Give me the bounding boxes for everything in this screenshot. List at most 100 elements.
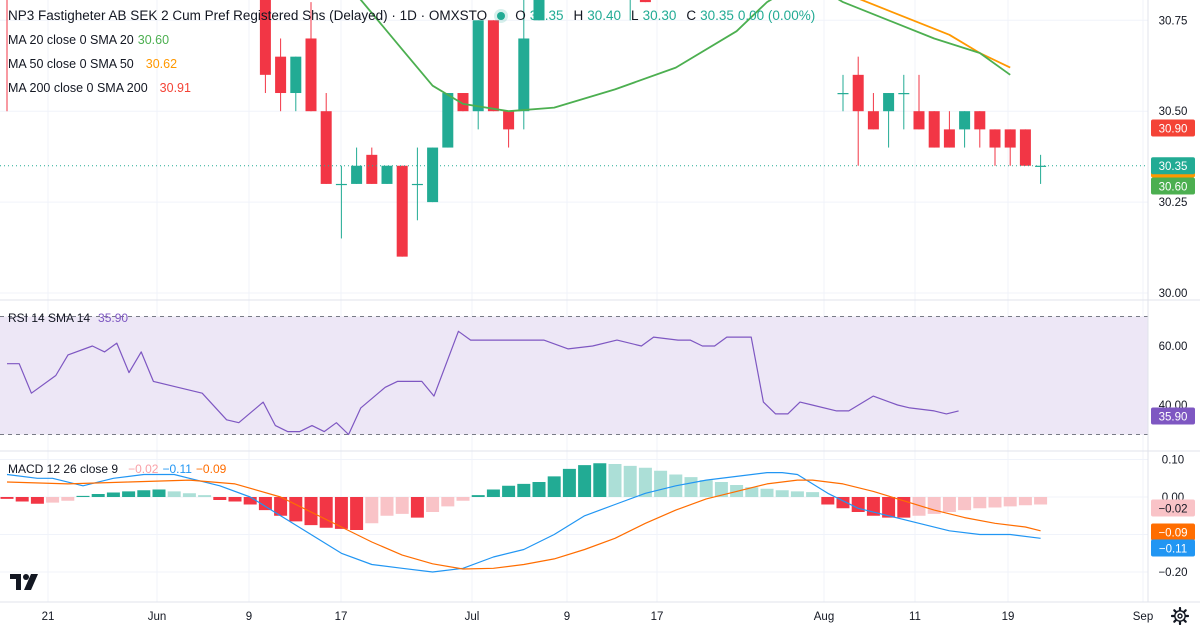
candle-body-34 bbox=[518, 38, 530, 112]
macd-hist-bar-0 bbox=[0, 497, 14, 499]
macd-hist-bar-68 bbox=[1034, 497, 1048, 505]
settings-gear-icon[interactable] bbox=[1171, 607, 1189, 625]
macd-signal-value: −0.09 bbox=[195, 462, 227, 476]
close-value: 30.35 bbox=[700, 8, 734, 23]
oscillator-lines bbox=[6, 330, 1041, 573]
candle-body-30 bbox=[457, 93, 469, 112]
macd-line-value: −0.11 bbox=[162, 462, 192, 476]
macd-hist-bar-39 bbox=[593, 463, 607, 497]
macd-hist-bar-64 bbox=[973, 497, 987, 509]
candle-body-59 bbox=[898, 93, 910, 95]
macd-hist-bar-16 bbox=[243, 497, 257, 505]
macd-hist-value: −0.02 bbox=[128, 462, 159, 476]
rsi-tick-1: 60.00 bbox=[1159, 341, 1188, 353]
candle-body-57 bbox=[867, 111, 879, 130]
macd-hist-bar-38 bbox=[578, 465, 592, 497]
ma200-label: MA 200 close 0 SMA 200 bbox=[8, 81, 148, 95]
legend-macd[interactable]: MACD 12 26 close 9 −0.02 −0.11 −0.09 bbox=[8, 462, 230, 476]
pane-separators bbox=[0, 0, 1200, 603]
macd-hist-bar-59 bbox=[897, 497, 911, 518]
macd-hist-bar-19 bbox=[289, 497, 303, 522]
open-label: O bbox=[515, 8, 526, 23]
candle-body-68 bbox=[1035, 165, 1047, 167]
legend-ma200[interactable]: MA 200 close 0 SMA 200 30.91 bbox=[8, 81, 195, 95]
x-tick-6: 17 bbox=[651, 611, 664, 623]
macd-hist-bar-47 bbox=[714, 482, 728, 497]
macd-hist-bar-2 bbox=[30, 497, 44, 504]
candle-body-21 bbox=[320, 111, 332, 184]
macd-hist-bar-9 bbox=[137, 490, 151, 497]
low-label: L bbox=[631, 8, 639, 23]
price-tag-last-bg bbox=[1151, 157, 1195, 175]
candle-body-66 bbox=[1004, 129, 1016, 148]
macd-hist-bar-62 bbox=[942, 497, 956, 512]
moving-average-lines bbox=[0, 0, 1148, 167]
macd-hist-bar-4 bbox=[61, 497, 75, 501]
candle-body-31 bbox=[472, 20, 484, 112]
open-value: 30.35 bbox=[529, 8, 564, 23]
macd-hist-bar-36 bbox=[547, 476, 561, 497]
price-tick-1: 30.25 bbox=[1159, 197, 1188, 209]
candle-body-19 bbox=[290, 56, 302, 94]
candle-body-22 bbox=[335, 183, 347, 186]
macd-hist-bar-55 bbox=[836, 497, 850, 509]
macd-hist-bar-5 bbox=[76, 495, 90, 497]
macd-hist-bar-8 bbox=[122, 491, 136, 497]
legend-ma20[interactable]: MA 20 close 0 SMA 20 30.60 bbox=[8, 33, 173, 47]
candle-body-60 bbox=[913, 111, 925, 130]
high-label: H bbox=[573, 8, 584, 23]
ma20-line bbox=[359, 0, 1011, 113]
legend-rsi[interactable]: RSI 14 SMA 14 35.90 bbox=[8, 311, 132, 325]
macd-hist-bar-53 bbox=[806, 492, 820, 497]
ma20-value: 30.60 bbox=[137, 33, 170, 47]
macd-hist-bar-7 bbox=[106, 492, 120, 497]
ma50-label: MA 50 close 0 SMA 50 bbox=[8, 57, 134, 71]
macd-hist-bar-15 bbox=[228, 497, 242, 502]
candle-body-28 bbox=[427, 147, 439, 203]
x-tick-4: Jul bbox=[465, 611, 480, 623]
candle-body-18 bbox=[275, 56, 287, 94]
macd-hist-bar-66 bbox=[1003, 497, 1017, 507]
macd-tag-macd: −0.11 bbox=[1159, 544, 1187, 556]
x-tick-0: 21 bbox=[42, 611, 55, 623]
macd-hist-bar-52 bbox=[790, 491, 804, 497]
x-tick-1: Jun bbox=[148, 611, 167, 623]
macd-hist-bar-11 bbox=[167, 491, 181, 497]
macd-hist-bar-6 bbox=[91, 494, 105, 497]
macd-hist-bar-26 bbox=[395, 497, 409, 514]
macd-hist-bar-51 bbox=[775, 490, 789, 497]
candle-body-55 bbox=[837, 93, 849, 95]
macd-hist-bar-65 bbox=[988, 497, 1002, 508]
price-tag-ma200: 30.90 bbox=[1159, 124, 1188, 136]
macd-hist-bar-21 bbox=[319, 497, 333, 528]
candle-body-29 bbox=[442, 93, 454, 148]
candle-body-35 bbox=[533, 0, 545, 21]
macd-histogram bbox=[0, 463, 1048, 530]
price-tag-ma200-bg bbox=[1151, 119, 1195, 137]
symbol-title[interactable]: NP3 Fastigheter AB SEK 2 Cum Pref Regist… bbox=[8, 8, 488, 23]
macd-hist-bar-17 bbox=[258, 497, 272, 511]
macd-tag-hist-bg bbox=[1151, 499, 1195, 517]
candle-body-17 bbox=[259, 0, 271, 75]
macd-hist-bar-22 bbox=[334, 497, 348, 529]
candle-body-67 bbox=[1019, 129, 1031, 166]
macd-hist-bar-35 bbox=[532, 482, 546, 497]
x-tick-5: 9 bbox=[564, 611, 570, 623]
price-tick-3: 30.75 bbox=[1159, 15, 1188, 27]
legend-ma50[interactable]: MA 50 close 0 SMA 50 30.62 bbox=[8, 57, 181, 71]
y-axes: 30.0030.2530.5030.7531.0031.2531.5040.00… bbox=[1158, 15, 1188, 579]
rsi-tag-last: 35.90 bbox=[1159, 412, 1188, 424]
macd-hist-bar-67 bbox=[1018, 497, 1032, 506]
macd-hist-bar-18 bbox=[274, 497, 288, 516]
macd-hist-bar-58 bbox=[882, 497, 896, 518]
macd-tick-0: 0.10 bbox=[1162, 455, 1184, 467]
macd-hist-bar-10 bbox=[152, 489, 166, 497]
macd-hist-bar-23 bbox=[350, 497, 364, 530]
macd-hist-bar-31 bbox=[471, 495, 485, 497]
macd-hist-bar-27 bbox=[410, 497, 424, 518]
candle-body-26 bbox=[396, 165, 408, 257]
macd-hist-bar-37 bbox=[562, 468, 576, 497]
tradingview-logo-icon[interactable] bbox=[8, 568, 42, 594]
